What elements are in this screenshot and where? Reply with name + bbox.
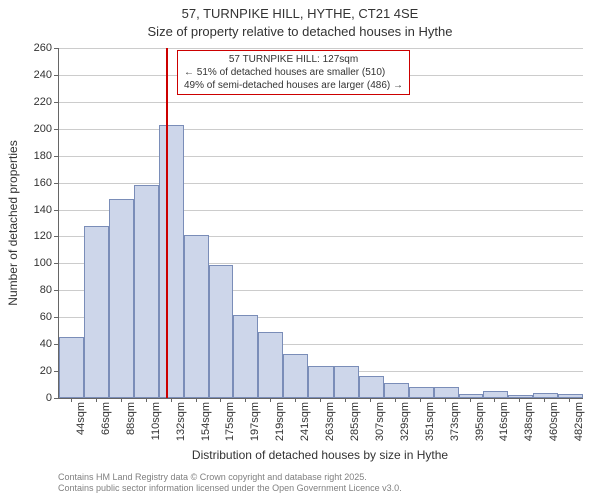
histogram-bar (483, 391, 508, 398)
x-tick-label: 175sqm (224, 402, 236, 446)
histogram-bar (334, 366, 359, 398)
histogram-bar (283, 354, 308, 398)
y-tick-label: 100 (12, 257, 52, 269)
x-tick-mark (295, 398, 296, 402)
y-tick-label: 60 (12, 311, 52, 323)
x-tick-mark (519, 398, 520, 402)
x-tick-mark (494, 398, 495, 402)
histogram-bar (409, 387, 434, 398)
x-tick-mark (146, 398, 147, 402)
x-tick-label: 44sqm (75, 402, 87, 446)
chart-title-sub: Size of property relative to detached ho… (0, 24, 600, 39)
x-tick-mark (320, 398, 321, 402)
x-tick-label: 263sqm (324, 402, 336, 446)
footer-attribution: Contains HM Land Registry data © Crown c… (58, 472, 402, 495)
y-tick-label: 0 (12, 392, 52, 404)
y-tick-label: 80 (12, 284, 52, 296)
x-tick-label: 307sqm (374, 402, 386, 446)
x-tick-label: 88sqm (125, 402, 137, 446)
x-tick-label: 154sqm (200, 402, 212, 446)
x-tick-mark (420, 398, 421, 402)
x-tick-label: 373sqm (449, 402, 461, 446)
x-axis-label: Distribution of detached houses by size … (58, 448, 582, 462)
histogram-bars (59, 48, 583, 398)
y-tick-label: 20 (12, 365, 52, 377)
y-tick-label: 200 (12, 123, 52, 135)
y-tick-label: 120 (12, 230, 52, 242)
x-tick-label: 197sqm (249, 402, 261, 446)
x-tick-label: 482sqm (573, 402, 585, 446)
histogram-bar (134, 185, 159, 398)
histogram-bar (84, 226, 109, 398)
histogram-bar (209, 265, 233, 398)
x-tick-label: 438sqm (523, 402, 535, 446)
histogram-bar (184, 235, 209, 398)
x-tick-label: 460sqm (548, 402, 560, 446)
marker-line (166, 48, 168, 398)
plot-area: 57 TURNPIKE HILL: 127sqm ← 51% of detach… (58, 48, 583, 399)
x-tick-label: 285sqm (349, 402, 361, 446)
annotation-line1: 57 TURNPIKE HILL: 127sqm (184, 53, 403, 66)
x-tick-mark (544, 398, 545, 402)
y-tick-label: 140 (12, 204, 52, 216)
x-tick-mark (71, 398, 72, 402)
y-tick-label: 240 (12, 69, 52, 81)
histogram-bar (508, 395, 533, 398)
x-tick-label: 132sqm (175, 402, 187, 446)
histogram-bar (359, 376, 384, 398)
x-tick-label: 219sqm (274, 402, 286, 446)
x-tick-mark (569, 398, 570, 402)
x-tick-label: 395sqm (474, 402, 486, 446)
x-tick-mark (96, 398, 97, 402)
histogram-bar (258, 332, 283, 398)
annotation-box: 57 TURNPIKE HILL: 127sqm ← 51% of detach… (177, 50, 410, 95)
x-tick-mark (445, 398, 446, 402)
y-tick-label: 180 (12, 150, 52, 162)
x-tick-mark (345, 398, 346, 402)
x-tick-mark (245, 398, 246, 402)
footer-line2: Contains public sector information licen… (58, 483, 402, 494)
histogram-bar (533, 393, 558, 398)
x-tick-label: 329sqm (399, 402, 411, 446)
x-tick-mark (370, 398, 371, 402)
x-tick-label: 110sqm (150, 402, 162, 446)
x-tick-mark (270, 398, 271, 402)
chart-title-main: 57, TURNPIKE HILL, HYTHE, CT21 4SE (0, 6, 600, 21)
x-tick-label: 416sqm (498, 402, 510, 446)
y-tick-label: 40 (12, 338, 52, 350)
x-tick-mark (395, 398, 396, 402)
histogram-bar (558, 394, 583, 398)
y-tick-label: 220 (12, 96, 52, 108)
x-tick-mark (470, 398, 471, 402)
x-tick-mark (220, 398, 221, 402)
histogram-bar (308, 366, 333, 398)
histogram-bar (459, 394, 483, 398)
footer-line1: Contains HM Land Registry data © Crown c… (58, 472, 402, 483)
x-tick-mark (121, 398, 122, 402)
histogram-bar (384, 383, 409, 398)
histogram-bar (159, 125, 184, 398)
x-tick-label: 351sqm (424, 402, 436, 446)
x-tick-mark (196, 398, 197, 402)
histogram-bar (233, 315, 258, 398)
y-tick-label: 160 (12, 177, 52, 189)
y-tick-label: 260 (12, 42, 52, 54)
histogram-bar (109, 199, 134, 398)
annotation-line2: ← 51% of detached houses are smaller (51… (184, 66, 403, 79)
x-tick-mark (171, 398, 172, 402)
histogram-bar (434, 387, 459, 398)
x-tick-label: 241sqm (299, 402, 311, 446)
histogram-bar (59, 337, 84, 398)
annotation-line3: 49% of semi-detached houses are larger (… (184, 79, 403, 92)
x-tick-label: 66sqm (100, 402, 112, 446)
